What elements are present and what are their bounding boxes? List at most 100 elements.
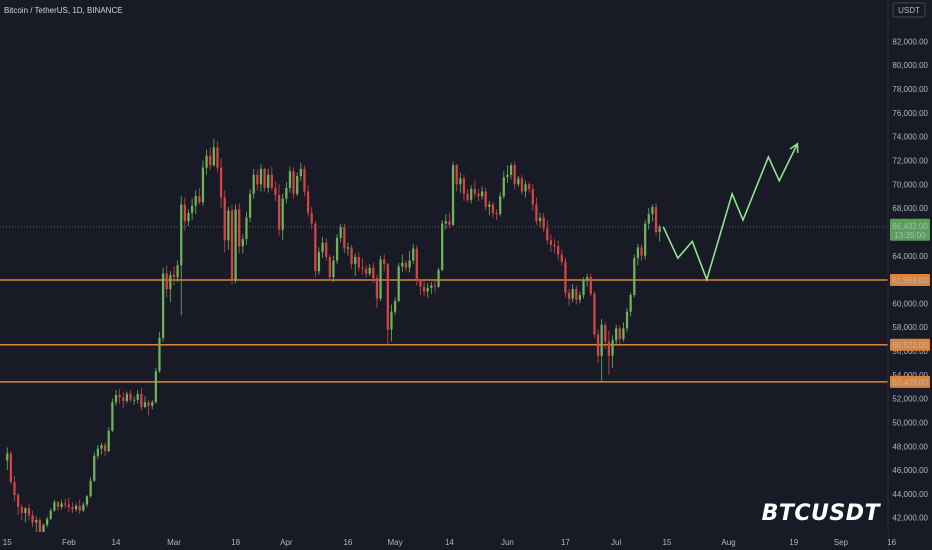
candle-body <box>111 402 114 431</box>
x-tick-label: 14 <box>112 538 121 547</box>
candle-body <box>412 248 415 261</box>
candle-body <box>147 402 150 406</box>
candle-body <box>67 504 70 507</box>
candle-body <box>528 184 531 190</box>
candle-body <box>194 196 197 206</box>
candle-body <box>538 217 542 222</box>
candle-body <box>20 506 23 513</box>
candle-body <box>644 223 647 256</box>
y-tick-label: 50,000.00 <box>892 418 928 427</box>
countdown-label: 13:35:00 <box>894 231 926 240</box>
candle-body <box>430 285 433 288</box>
candle-body <box>187 212 190 222</box>
candle-body <box>223 197 226 241</box>
candle-body <box>38 520 41 532</box>
candle-body <box>169 274 172 290</box>
candle-body <box>245 217 248 240</box>
x-axis-ticks: 15 Feb 14 Mar 18 Apr 16 May 14 Jun 17 Jul 15 Aug 19 Sep… <box>3 538 897 547</box>
candle-body <box>42 524 45 532</box>
candle-body <box>274 187 277 196</box>
y-tick-label: 80,000.00 <box>892 61 928 70</box>
candle-body <box>285 187 288 199</box>
y-axis-ticks: 42,000.00 44,000.00 46,000.00 48,000.00 50,0… <box>892 37 928 522</box>
candle-body <box>433 285 437 287</box>
candle-body <box>263 168 266 188</box>
candle-body <box>332 260 335 278</box>
x-tick-label: 16 <box>887 538 896 547</box>
candle-body <box>27 508 31 516</box>
candle-body <box>132 399 136 401</box>
candle-body <box>288 171 292 188</box>
candle-body <box>629 295 632 312</box>
candle-body <box>491 204 495 213</box>
candle-body <box>607 341 611 356</box>
candles <box>6 139 661 537</box>
y-tick-label: 68,000.00 <box>892 204 928 213</box>
candle-body <box>161 273 165 338</box>
candle-body <box>325 242 328 257</box>
candle-body <box>238 209 241 247</box>
candle-body <box>183 204 186 222</box>
y-tick-label: 82,000.00 <box>892 37 928 46</box>
horizontal-levels[interactable] <box>0 279 888 383</box>
candle-body <box>622 328 625 340</box>
candle-body <box>596 334 600 356</box>
candle-body <box>524 184 527 192</box>
candle-body <box>480 191 484 197</box>
candle-body <box>444 221 447 224</box>
x-tick-label: Aug <box>721 538 735 547</box>
candle-body <box>53 502 56 511</box>
candle-body <box>531 189 534 205</box>
projection-path <box>662 142 799 283</box>
candle-body <box>404 262 408 268</box>
candle-body <box>343 227 346 249</box>
y-tick-label: 46,000.00 <box>892 466 928 475</box>
level-price-badge <box>890 338 930 351</box>
candle-body <box>466 193 469 200</box>
candle-body <box>259 168 263 185</box>
candle-body <box>535 204 538 222</box>
candle-body <box>96 448 99 456</box>
candle-body <box>625 311 629 329</box>
candle-body <box>201 167 205 203</box>
candle-body <box>375 278 379 299</box>
candle-body <box>118 395 121 398</box>
y-tick-label: 70,000.00 <box>892 180 928 189</box>
candle-body <box>477 193 480 197</box>
candle-body <box>296 175 299 194</box>
candle-body <box>419 280 422 287</box>
candle-body <box>393 301 397 312</box>
candle-body <box>151 402 154 406</box>
x-tick-label: 14 <box>445 538 454 547</box>
level-price-badge <box>890 273 930 286</box>
candle-body <box>368 267 371 274</box>
candle-body <box>71 506 74 510</box>
candle-body <box>100 445 103 449</box>
candle-body <box>350 247 353 265</box>
candle-body <box>571 289 574 299</box>
candle-body <box>651 206 654 215</box>
candle-body <box>314 223 317 272</box>
candle-body <box>364 268 368 274</box>
currency-badge[interactable] <box>892 2 926 18</box>
candle-body <box>190 205 194 213</box>
x-tick-label: 15 <box>3 538 12 547</box>
candle-body <box>129 393 132 400</box>
candle-body <box>567 292 571 299</box>
time-axis[interactable] <box>0 532 888 550</box>
x-tick-label: Mar <box>167 538 181 547</box>
candle-body <box>49 510 52 519</box>
candle-body <box>299 168 302 176</box>
x-tick-label: Jun <box>501 538 514 547</box>
candle-body <box>654 206 658 232</box>
candle-body <box>180 204 183 266</box>
candle-body <box>633 258 636 296</box>
y-tick-label: 72,000.00 <box>892 157 928 166</box>
candle-body <box>517 178 520 185</box>
candle-body <box>542 217 545 229</box>
candle-body <box>241 239 244 247</box>
y-tick-label: 48,000.00 <box>892 442 928 451</box>
candle-body <box>401 262 404 267</box>
